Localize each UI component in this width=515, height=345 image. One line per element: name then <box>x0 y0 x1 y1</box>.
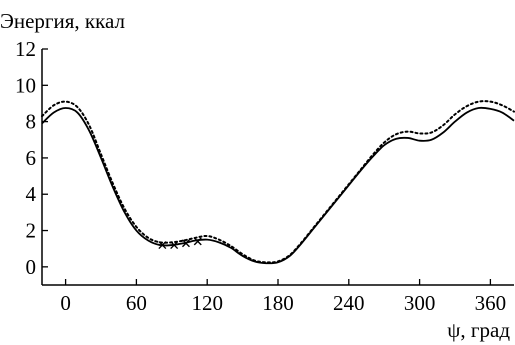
solid-series-line <box>41 106 515 265</box>
cross-marker-stroke <box>181 239 190 248</box>
y-tick-label: 12 <box>15 37 36 61</box>
cross-marker <box>181 239 190 248</box>
series-group <box>41 100 515 265</box>
cross-marker <box>170 241 179 250</box>
cross-marker <box>193 237 202 246</box>
y-tick-label: 4 <box>26 182 37 206</box>
axes <box>41 49 514 286</box>
x-tick-label: 60 <box>126 291 147 315</box>
markers-group <box>158 237 202 250</box>
cross-marker-stroke <box>158 241 167 250</box>
y-tick-label: 0 <box>26 255 37 279</box>
x-tick-label: 0 <box>60 291 71 315</box>
x-tick-label: 120 <box>191 291 223 315</box>
y-tick-label: 10 <box>15 73 36 97</box>
x-tick-label: 300 <box>404 291 436 315</box>
x-tick-label: 360 <box>475 291 507 315</box>
x-axis-title: ψ, град <box>447 318 510 342</box>
cross-marker <box>158 241 167 250</box>
cross-marker-stroke <box>170 241 179 250</box>
y-tick-label: 8 <box>26 110 37 134</box>
y-tick-label: 6 <box>26 146 37 170</box>
y-axis-title: Энергия, ккал <box>0 9 125 33</box>
x-tick-label: 240 <box>333 291 365 315</box>
dotted-series-line <box>41 100 515 264</box>
cross-marker-stroke <box>193 237 202 246</box>
y-tick-label: 2 <box>26 219 37 243</box>
x-tick-label: 180 <box>262 291 294 315</box>
